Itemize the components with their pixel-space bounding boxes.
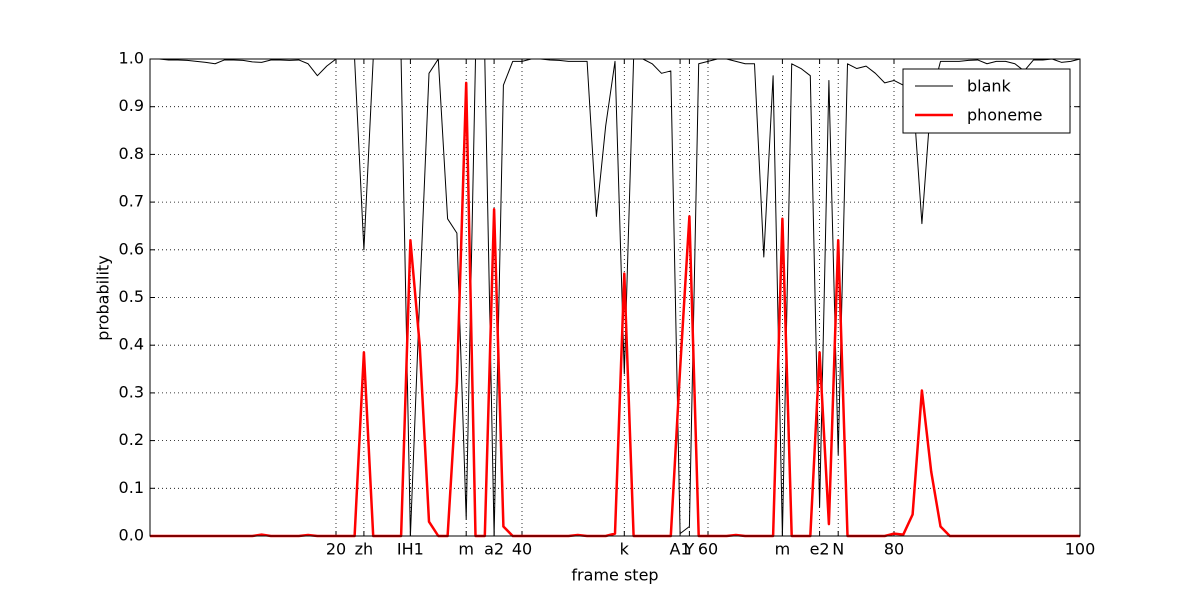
legend-box — [902, 68, 1071, 134]
y-tick-label: 0.1 — [119, 478, 144, 497]
y-tick-label: 0.4 — [119, 335, 144, 354]
x-tick-label: zh — [355, 540, 374, 559]
x-tick-label: m — [458, 540, 474, 559]
x-axis-label: frame step — [571, 566, 658, 585]
y-tick-label: 0.8 — [119, 144, 144, 163]
x-tick-label: 100 — [1065, 540, 1096, 559]
x-tick-label: 60 — [698, 540, 718, 559]
y-tick-label: 0.0 — [119, 526, 144, 545]
y-tick-label: 0.2 — [119, 430, 144, 449]
legend-label: phoneme — [967, 106, 1043, 125]
x-tick-label: N — [832, 540, 844, 559]
y-tick-label: 1.0 — [119, 49, 144, 68]
x-tick-label: IH1 — [397, 540, 424, 559]
x-tick-label: 20 — [326, 540, 346, 559]
x-tick-label: A1 — [670, 540, 691, 559]
y-axis-label: probability — [94, 255, 113, 340]
y-tick-label: 0.7 — [119, 192, 144, 211]
x-tick-label: e2 — [810, 540, 830, 559]
x-tick-label: 80 — [884, 540, 904, 559]
x-tick-label: Y — [684, 540, 695, 559]
y-tick-label: 0.5 — [119, 287, 144, 306]
plot-frame — [149, 58, 1081, 537]
y-tick-label: 0.9 — [119, 96, 144, 115]
series-line — [150, 58, 1081, 537]
legend-label: blank — [967, 77, 1012, 96]
y-tick-label: 0.3 — [119, 382, 144, 401]
x-tick-label: 40 — [512, 540, 532, 559]
x-tick-label: k — [620, 540, 630, 559]
y-tick-label: 0.6 — [119, 239, 144, 258]
series-line — [150, 81, 1080, 538]
x-tick-label: a2 — [484, 540, 504, 559]
x-tick-label: m — [775, 540, 791, 559]
